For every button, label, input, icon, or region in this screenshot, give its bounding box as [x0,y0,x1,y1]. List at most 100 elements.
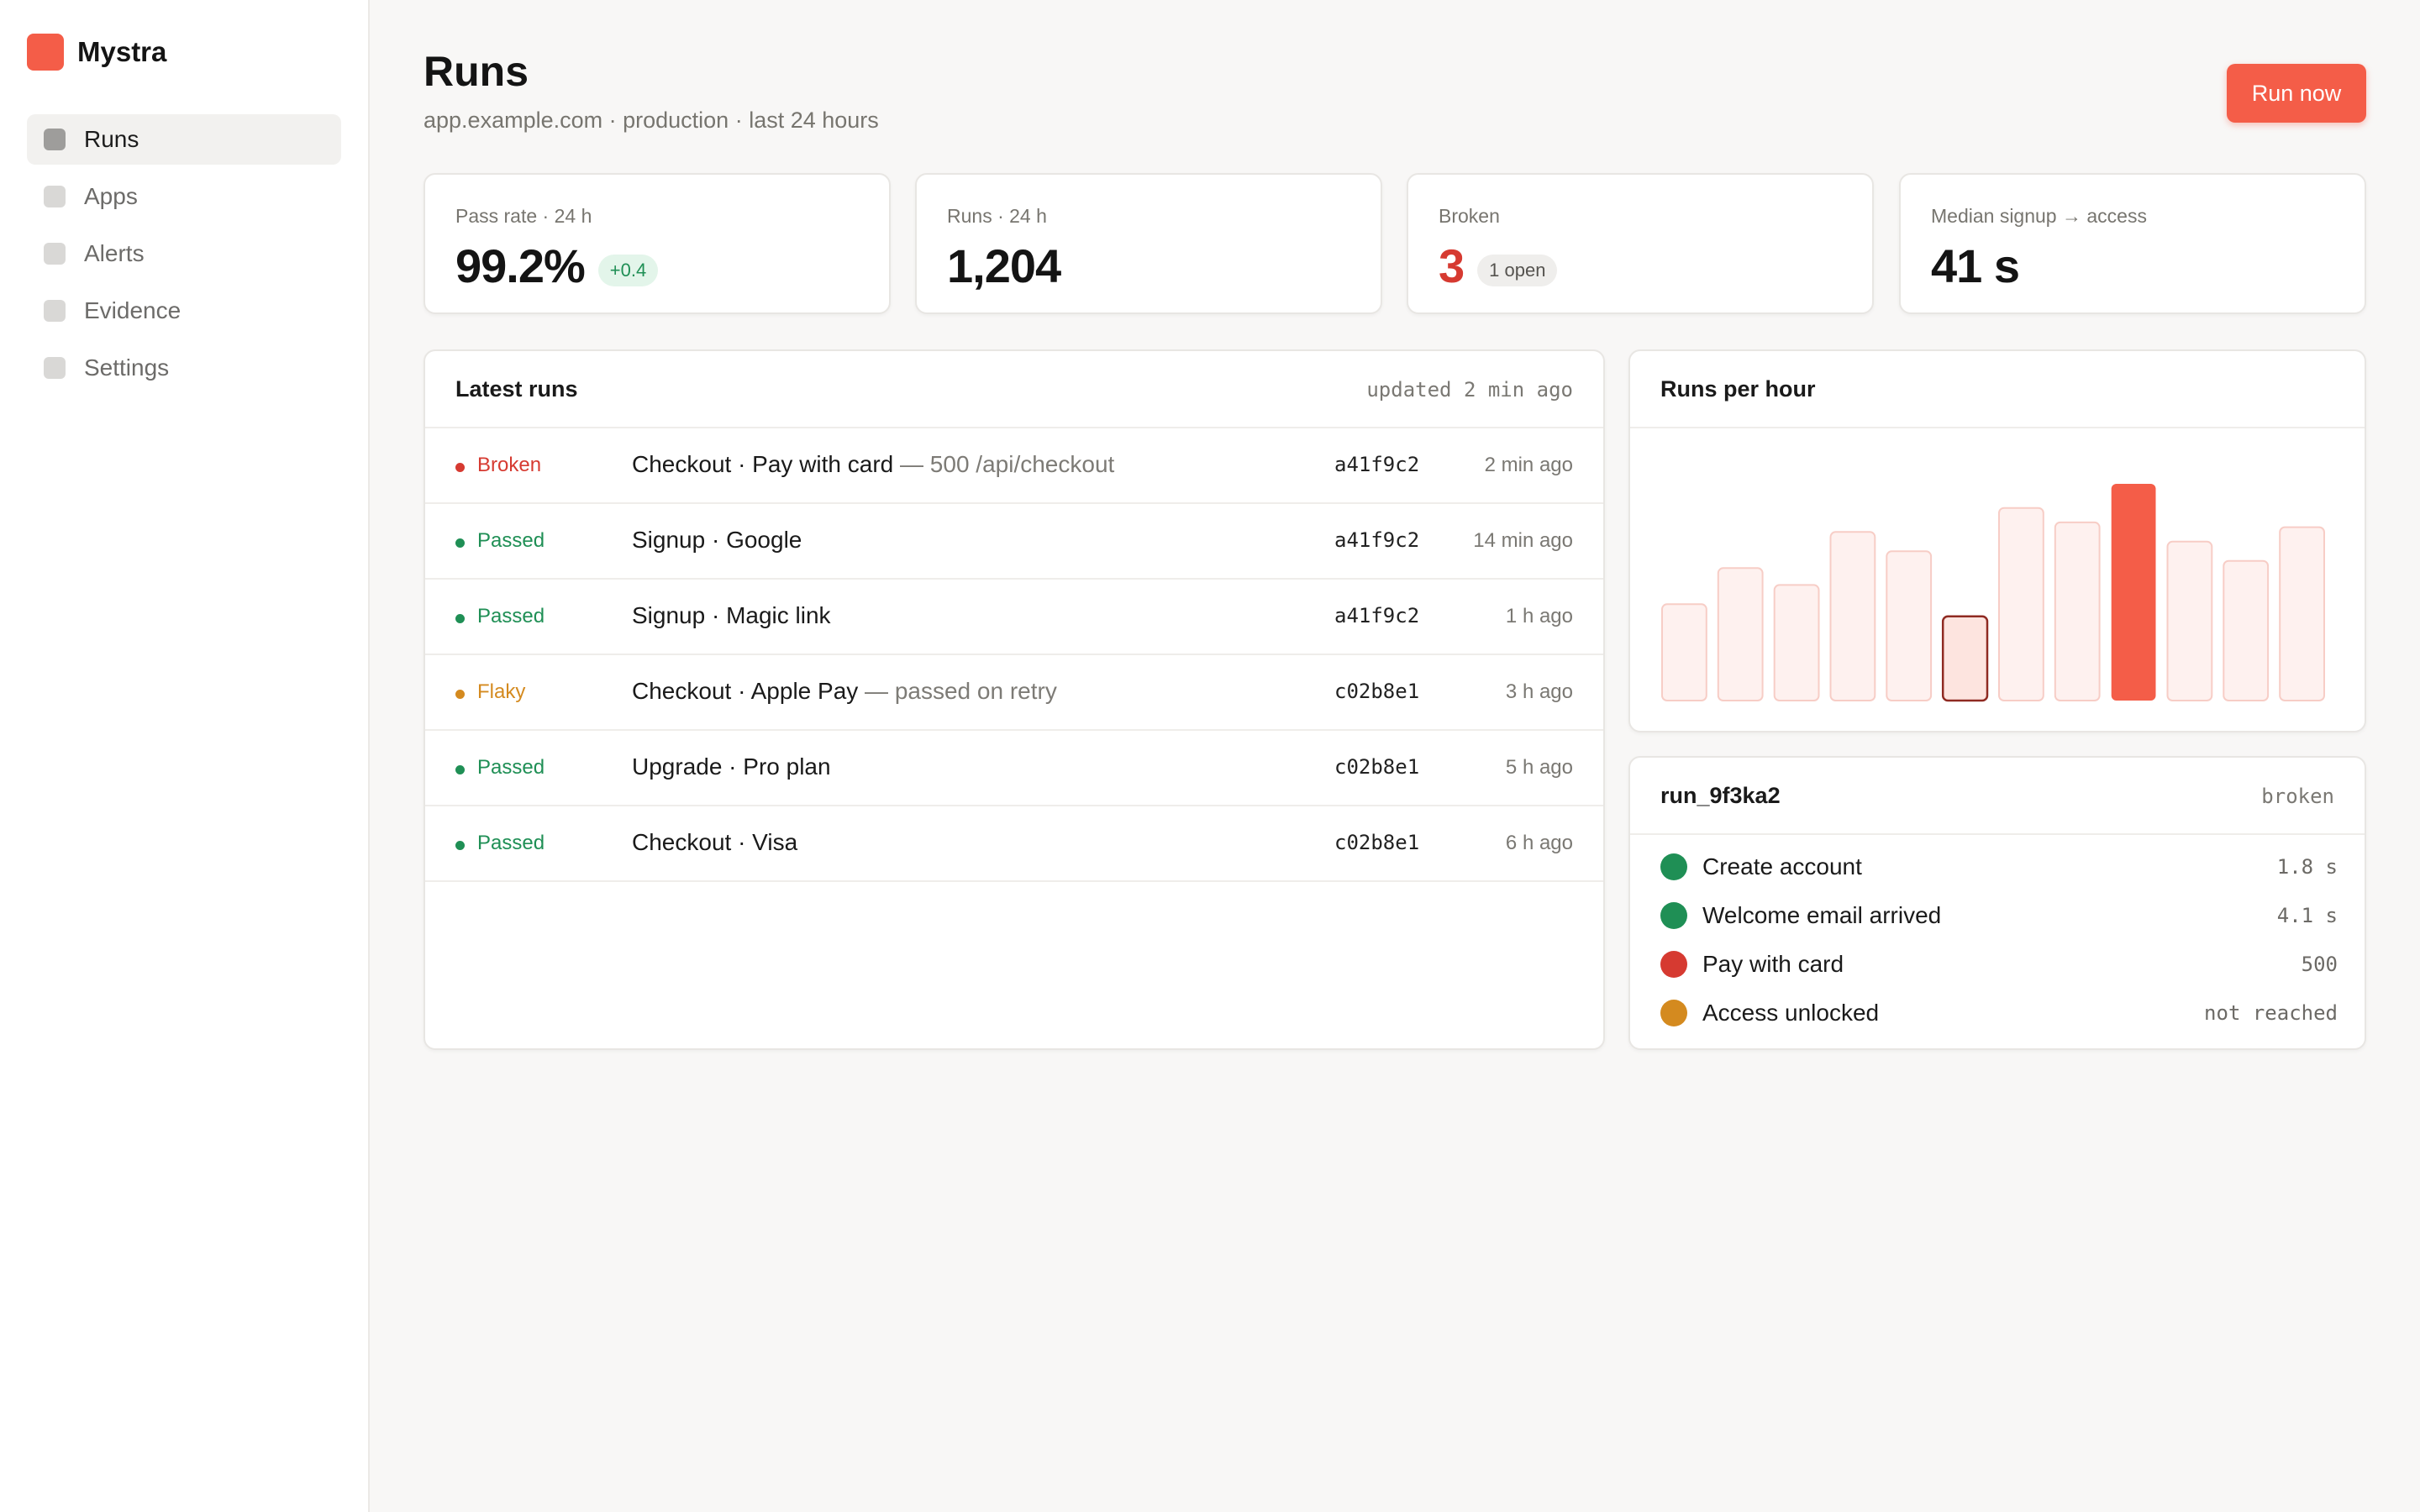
status-dot-icon [455,765,465,774]
runs-per-hour-chart [1661,484,2326,702]
commit-hash: c02b8e1 [1334,831,1420,854]
run-time: 6 h ago [1505,832,1573,854]
step-status-icon [1660,951,1687,978]
run-name-text: Checkout · Visa [632,829,798,855]
step-label: Access unlocked [1702,1000,1880,1026]
step-value: not reached [2204,1001,2338,1025]
sidebar-item-alerts[interactable]: Alerts [27,228,341,279]
commit-hash: c02b8e1 [1334,680,1420,703]
table-row[interactable]: Flaky Checkout · Apple Pay — passed on re… [425,655,1603,731]
run-name-text: Checkout · Pay with card [632,451,894,477]
sidebar-item-label: Runs [84,126,139,152]
chart-bar[interactable] [1998,507,2044,701]
stat-card-runs: Runs · 24 h 1,204 [915,173,1382,314]
step-status-icon [1660,902,1687,929]
status-label: Passed [477,605,545,627]
sidebar-item-runs[interactable]: Runs [27,114,341,165]
run-name-text: Signup · Magic link [632,602,831,628]
run-name-text: Upgrade · Pro plan [632,753,831,780]
status-dot-icon [455,614,465,623]
sidebar: Mystra Runs Apps Alerts Evidence Setting… [0,0,370,1512]
table-row[interactable]: Broken Checkout · Pay with card — 500 /ap… [425,428,1603,504]
sidebar-item-evidence[interactable]: Evidence [27,286,341,336]
status-label: Flaky [477,680,526,703]
run-name-text: Checkout · Apple Pay [632,678,859,704]
alerts-icon [44,243,66,265]
status-label: Passed [477,756,545,779]
step-value: 4.1 s [2276,904,2338,927]
runs-icon [44,129,66,150]
commit-hash: a41f9c2 [1334,604,1420,627]
chart-bar[interactable] [2054,521,2101,702]
chart-bar[interactable] [2166,540,2213,701]
step-value: 1.8 s [2276,855,2338,879]
step-label: Pay with card [1702,951,1844,977]
chart-bar[interactable] [2279,526,2326,701]
step-row: Pay with card 500 [1660,948,2338,981]
chart-bar[interactable] [1773,584,1820,701]
chart-bar[interactable] [1717,567,1764,701]
stat-label: Median signup → access [1931,205,2147,227]
run-name: Signup · Magic link [632,602,831,629]
status-dot-icon [455,538,465,548]
stat-value: 1,204 [947,239,1061,292]
stat-value: 3 [1439,239,1465,292]
status-dot-icon [455,690,465,699]
chart-bar[interactable] [1886,550,1933,701]
run-time: 5 h ago [1505,756,1573,779]
run-now-button[interactable]: Run now [2227,64,2366,123]
status-dot-icon [455,463,465,472]
step-label: Welcome email arrived [1702,902,1942,928]
run-name: Signup · Google [632,527,802,554]
stat-card-pass-rate: Pass rate · 24 h 99.2% +0.4 [424,173,891,314]
brand-name: Mystra [77,36,167,67]
run-time: 2 min ago [1484,454,1573,476]
page-title: Runs [424,48,529,95]
commit-hash: a41f9c2 [1334,453,1420,476]
sidebar-item-settings[interactable]: Settings [27,343,341,393]
table-row[interactable]: Passed Signup · Magic link a41f9c2 1 h ago [425,580,1603,655]
chart-bar[interactable] [2111,484,2156,701]
sidebar-item-label: Apps [84,183,138,209]
chart-bar[interactable] [1661,603,1707,701]
table-row[interactable]: Passed Checkout · Visa c02b8e1 6 h ago [425,806,1603,882]
run-detail-panel: run_9f3ka2 broken Create account 1.8 s Wel… [1628,756,2366,1050]
sidebar-item-label: Alerts [84,240,145,266]
step-row: Create account 1.8 s [1660,850,2338,884]
settings-icon [44,357,66,379]
chart-bar[interactable] [2223,559,2270,701]
stat-label: Runs · 24 h [947,205,1047,227]
run-id[interactable]: run_9f3ka2 [1660,783,1781,808]
mystra-logo-icon [27,34,64,71]
run-detail-text: — 500 /api/checkout [893,451,1115,477]
run-time: 1 h ago [1505,605,1573,627]
run-name: Checkout · Apple Pay — passed on retry [632,678,1057,705]
panel-title: Latest runs [455,376,578,402]
sidebar-item-label: Settings [84,354,170,381]
chart-bar[interactable] [1829,531,1876,701]
chart-bar[interactable] [1941,615,1989,702]
commit-hash: a41f9c2 [1334,528,1420,552]
run-time: 3 h ago [1505,680,1573,703]
commit-hash: c02b8e1 [1334,755,1420,779]
step-status-icon [1660,853,1687,880]
panel-title: Runs per hour [1660,376,1816,402]
sidebar-item-apps[interactable]: Apps [27,171,341,222]
step-status-icon [1660,1000,1687,1026]
run-state: broken [2261,785,2334,808]
status-label: Broken [477,454,542,476]
stat-value: 41 s [1931,239,2020,292]
page-subtitle: app.example.com · production · last 24 h… [424,108,879,133]
updated-timestamp: updated 2 min ago [1366,378,1573,402]
table-row[interactable]: Passed Upgrade · Pro plan c02b8e1 5 h ago [425,731,1603,806]
brand[interactable]: Mystra [27,34,166,71]
latest-runs-panel: Latest runs updated 2 min ago Broken Chec… [424,349,1605,1050]
step-row: Access unlocked not reached [1660,996,2338,1030]
status-dot-icon [455,841,465,850]
stat-label: Broken [1439,205,1500,227]
step-row: Welcome email arrived 4.1 s [1660,899,2338,932]
sidebar-item-label: Evidence [84,297,182,323]
step-value: 500 [2301,953,2338,976]
run-name: Checkout · Visa [632,829,797,856]
table-row[interactable]: Passed Signup · Google a41f9c2 14 min ago [425,504,1603,580]
